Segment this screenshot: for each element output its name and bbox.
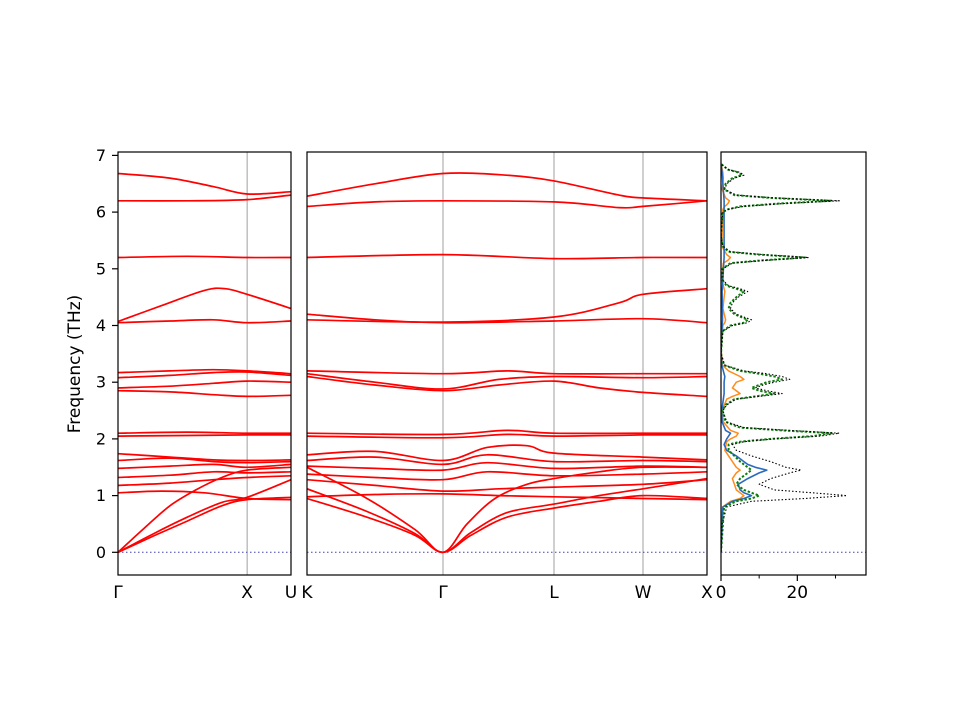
- x-tick-label: Γ: [113, 583, 123, 603]
- dos-panel-layer: [721, 163, 866, 553]
- phonon-band: [307, 461, 707, 472]
- x-tick-label: U: [285, 583, 297, 603]
- phonon-band: [118, 457, 291, 464]
- phonon-band: [307, 444, 707, 462]
- x-tick-label: X: [701, 583, 713, 603]
- dos-panel-frame: [720, 151, 867, 576]
- phonon-band: [118, 452, 291, 462]
- dos-series-blue-partial: [721, 163, 768, 553]
- phonon-band: [307, 470, 707, 481]
- y-tick-label: 1: [96, 486, 106, 505]
- phonon-band: [118, 431, 291, 435]
- phonon-band: [307, 477, 707, 554]
- phonon-band: [307, 466, 707, 554]
- phonon-band: [307, 453, 707, 466]
- phonon-band: [118, 478, 291, 554]
- phonon-band: [118, 490, 291, 501]
- phonon-band: [118, 368, 291, 375]
- phonon-band: [307, 370, 707, 375]
- phonon-band: [118, 370, 291, 379]
- phonon-band: [307, 172, 707, 202]
- dos-series-green-partial: [721, 163, 833, 553]
- x-tick-label: W: [635, 583, 652, 603]
- phonon-band: [307, 492, 707, 501]
- phonon-band: [118, 318, 291, 324]
- phonon-band: [307, 199, 707, 209]
- left-panel-layer: [118, 152, 291, 575]
- y-tick-label: 4: [96, 316, 106, 335]
- dos-series-orange-partial: [721, 163, 745, 553]
- phonon-band: [118, 287, 291, 323]
- phonon-band: [307, 372, 707, 390]
- phonon-band: [118, 463, 291, 470]
- y-tick-label: 7: [96, 146, 106, 165]
- y-axis-label: Frequency (THz): [65, 295, 85, 434]
- y-tick-label: 2: [96, 429, 106, 448]
- x-tick-label: L: [549, 583, 559, 603]
- phonon-band: [118, 470, 291, 479]
- x-tick-label: X: [241, 583, 253, 603]
- middle-panel-frame: [306, 151, 708, 576]
- phonon-band: [307, 433, 707, 439]
- dos-series-total: [721, 163, 848, 553]
- y-tick-label: 6: [96, 203, 106, 222]
- y-tick-label: 3: [96, 373, 106, 392]
- left-panel-frame: [117, 151, 292, 576]
- y-tick-label: 5: [96, 259, 106, 278]
- phonon-band: [307, 375, 707, 398]
- phonon-band: [118, 434, 291, 437]
- phonon-band: [118, 255, 291, 259]
- x-tick-label: Γ: [438, 583, 448, 603]
- phonon-band: [118, 496, 291, 554]
- phonon-band: [307, 494, 707, 554]
- phonon-band: [307, 253, 707, 260]
- dos-x-tick-label: 20: [786, 583, 808, 603]
- x-tick-label: K: [301, 583, 313, 603]
- phonon-band: [307, 429, 707, 436]
- phonon-band: [118, 194, 291, 202]
- phonon-band: [118, 380, 291, 389]
- phonon-band: [118, 474, 291, 487]
- y-tick-label: 0: [96, 543, 106, 562]
- middle-panel-layer: [307, 152, 707, 575]
- dos-x-tick-label: 0: [716, 583, 727, 603]
- phonon-band: [118, 172, 291, 195]
- phonon-band: [307, 478, 707, 493]
- phonon-band: [307, 313, 707, 324]
- phonon-band: [118, 466, 291, 554]
- phonon-band: [307, 287, 707, 324]
- phonon-band: [118, 389, 291, 398]
